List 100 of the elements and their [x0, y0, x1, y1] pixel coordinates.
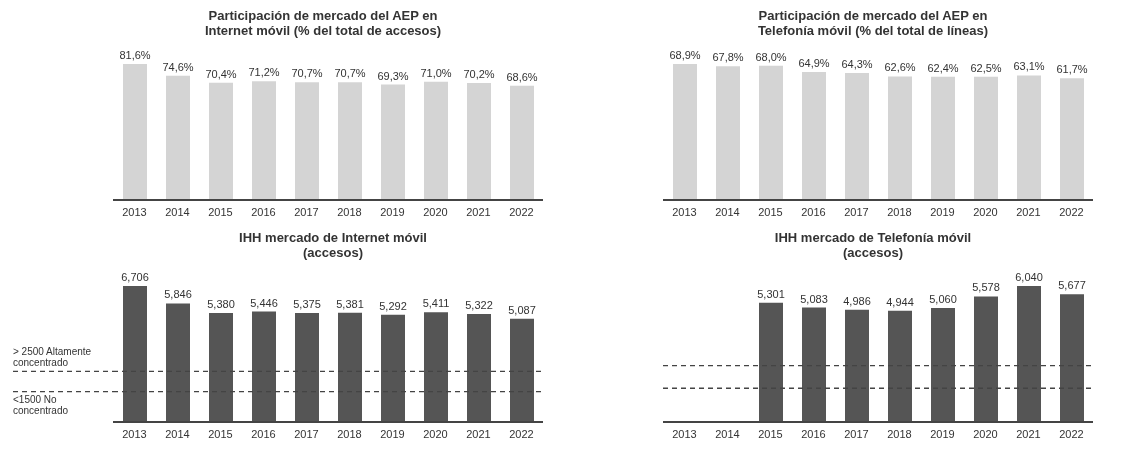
bar [424, 312, 448, 422]
x-tick-label: 2022 [1059, 205, 1084, 218]
bar [424, 81, 448, 200]
x-tick-label: 2015 [208, 205, 233, 218]
bar [166, 75, 190, 200]
x-tick-label: 2015 [758, 205, 783, 218]
data-label: 5,846 [164, 288, 192, 301]
data-label: 68,6% [506, 70, 538, 83]
x-tick-label: 2013 [122, 427, 147, 440]
data-label: 70,2% [463, 68, 495, 80]
bar [166, 303, 190, 422]
data-label: 5,322 [465, 299, 493, 312]
data-label: 64,3% [841, 58, 873, 71]
x-tick-label: 2019 [380, 427, 405, 440]
bar [338, 82, 362, 200]
x-tick-label: 2021 [466, 205, 491, 218]
bar [802, 307, 826, 422]
bar [295, 312, 319, 422]
x-tick-label: 2020 [973, 205, 998, 218]
x-tick-label: 2022 [509, 205, 534, 218]
bar [381, 314, 405, 422]
x-tick-label: 2014 [165, 427, 190, 440]
bar [974, 76, 998, 200]
data-label: 6,040 [1015, 271, 1043, 283]
bar [759, 65, 783, 200]
bar [252, 81, 276, 200]
data-label: 63,1% [1013, 60, 1045, 73]
data-label: 5,411 [422, 297, 450, 310]
bar [845, 73, 869, 200]
x-tick-label: 2018 [887, 205, 912, 218]
bar [974, 296, 998, 422]
x-tick-label: 2015 [758, 427, 783, 440]
x-tick-label: 2017 [844, 205, 869, 218]
data-label: 5,083 [800, 292, 828, 305]
x-tick-label: 2021 [466, 427, 491, 440]
chart-title: IHH mercado de Telefonía móvil (accesos) [773, 230, 973, 262]
x-tick-label: 2020 [973, 427, 998, 440]
x-tick-label: 2013 [672, 205, 697, 218]
data-label: 5,578 [972, 281, 1000, 294]
x-tick-label: 2014 [715, 205, 740, 218]
data-label: 67,8% [712, 51, 744, 64]
data-label: 68,9% [669, 49, 701, 61]
data-label: 71,2% [248, 66, 280, 79]
x-tick-label: 2017 [844, 427, 869, 440]
x-tick-label: 2019 [930, 205, 955, 218]
data-label: 5,292 [379, 299, 407, 312]
bar [209, 82, 233, 200]
data-label: 70,7% [291, 67, 323, 80]
bar [510, 318, 534, 422]
bar [510, 85, 534, 200]
bar [338, 312, 362, 422]
bar [1017, 75, 1041, 200]
x-tick-label: 2014 [715, 427, 740, 440]
bar [888, 76, 912, 200]
chart-title: Participación de mercado del AEP en Internet móvil (% del total de accesos) [203, 8, 443, 40]
bar [931, 76, 955, 200]
data-label: 62,5% [970, 61, 1002, 74]
bar [381, 84, 405, 200]
x-tick-label: 2016 [801, 427, 826, 440]
x-tick-label: 2022 [509, 427, 534, 440]
bar [759, 302, 783, 422]
bar [467, 83, 491, 200]
x-tick-label: 2018 [337, 205, 362, 218]
x-tick-label: 2017 [294, 205, 319, 218]
x-tick-label: 2015 [208, 427, 233, 440]
bar [716, 66, 740, 200]
x-tick-label: 2016 [251, 205, 276, 218]
bar [1060, 78, 1084, 200]
bar [252, 311, 276, 422]
data-label: 62,4% [927, 61, 959, 74]
x-tick-label: 2021 [1016, 427, 1041, 440]
bar [123, 64, 147, 200]
data-label: 5,677 [1058, 279, 1086, 292]
data-label: 5,381 [336, 297, 364, 310]
data-label: 5,301 [757, 287, 785, 300]
ref-line-label: > 2500 Altamente concentrado [13, 346, 92, 369]
x-tick-label: 2019 [930, 427, 955, 440]
chart-title: Participación de mercado del AEP en Telefonía móvil (% del total de líneas) [756, 8, 990, 40]
data-label: 71,0% [420, 66, 452, 79]
x-tick-label: 2018 [337, 427, 362, 440]
x-tick-label: 2013 [122, 205, 147, 218]
bar [123, 286, 147, 422]
x-tick-label: 2021 [1016, 205, 1041, 218]
data-label: 81,6% [119, 49, 151, 61]
x-tick-label: 2022 [1059, 427, 1084, 440]
data-label: 6,706 [121, 271, 149, 283]
x-tick-label: 2016 [251, 427, 276, 440]
x-tick-label: 2018 [887, 427, 912, 440]
data-label: 74,6% [162, 60, 194, 73]
bar [295, 82, 319, 200]
x-tick-label: 2020 [423, 205, 448, 218]
x-tick-label: 2017 [294, 427, 319, 440]
x-tick-label: 2019 [380, 205, 405, 218]
bar [1060, 294, 1084, 422]
data-label: 5,380 [207, 297, 235, 310]
data-label: 4,944 [886, 295, 914, 308]
data-label: 64,9% [798, 56, 830, 69]
data-label: 4,986 [843, 294, 871, 307]
bar [673, 64, 697, 200]
bar [802, 71, 826, 200]
